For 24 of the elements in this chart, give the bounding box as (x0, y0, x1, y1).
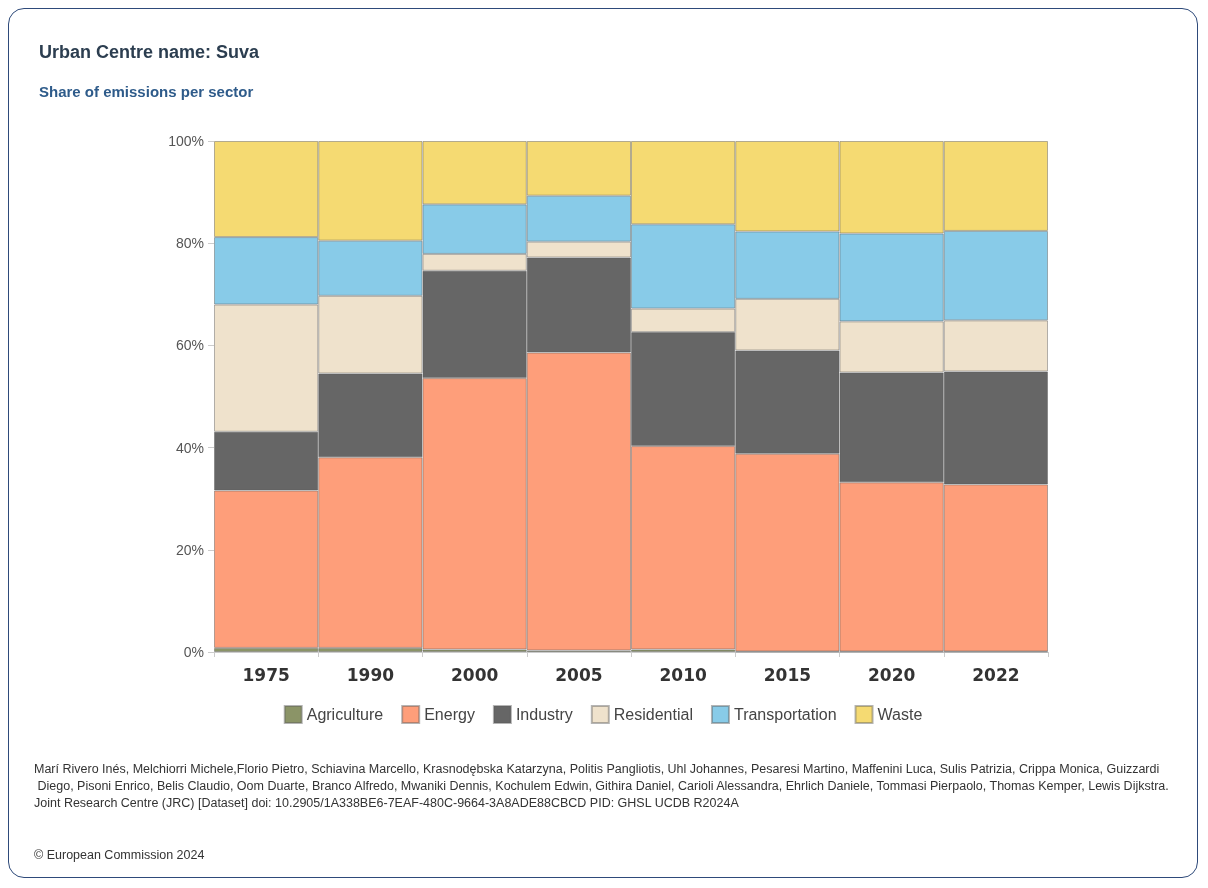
legend-label: Waste (877, 706, 923, 723)
x-tick-label: 1975 (242, 664, 290, 685)
y-tick-label: 60% (175, 337, 204, 354)
text: Marí Rivero Inés, Melchiorri Michele,Florio Pietro, Schiavina Marcello, Krasnodębska Katarzyna, Politis Pangliotis, Uhl Johannes, Pesaresi Martino, Maffenini Luca, Sulis Patrizia, Crippa Monica, Guizzardi Diego, Pisoni Enrico, Belis Claudio, Oom Duarte, Branco Alfredo, Mwaniki Dennis, Kochulem Edwin, Githira Daniel, Carioli Alessandra, Ehrlich Daniele, Tommasi Pierpaolo, Thomas Kemper, Lewis Dijkstra. Joint Research Centre (JRC) [Dataset] doi: 10.2905/1A338BE6-7EAF-480C-9664-3A8ADE88CBCD PID: GHSL UCDB R2024A (34, 761, 1173, 810)
x-tick-label: 2020 (867, 664, 916, 685)
text: © European Commission 2024 (34, 847, 205, 862)
x-tick-label: 2015 (763, 664, 812, 685)
y-tick-label: 40% (175, 439, 204, 456)
y-tick-label: 0% (183, 644, 204, 660)
legend-label: Residential (613, 706, 693, 723)
x-tick-label: 2005 (555, 664, 603, 685)
legend-label: Transportation (733, 706, 837, 723)
y-tick-label: 100% (168, 133, 204, 149)
legend-label: Energy (424, 706, 475, 723)
legend-label: Industry (515, 706, 573, 723)
x-tick-label: 2000 (450, 664, 499, 685)
legend-label: Agriculture (306, 706, 384, 723)
x-tick-label: 2010 (659, 664, 707, 685)
chart-title: Urban Centre name: Suva (39, 42, 261, 62)
x-tick-label: 1990 (346, 664, 395, 685)
chart-subtitle: Share of emissions per sector (39, 83, 254, 100)
y-tick-label: 20% (175, 541, 204, 558)
x-tick-label: 2022 (972, 664, 1020, 685)
y-tick-label: 80% (175, 235, 204, 252)
